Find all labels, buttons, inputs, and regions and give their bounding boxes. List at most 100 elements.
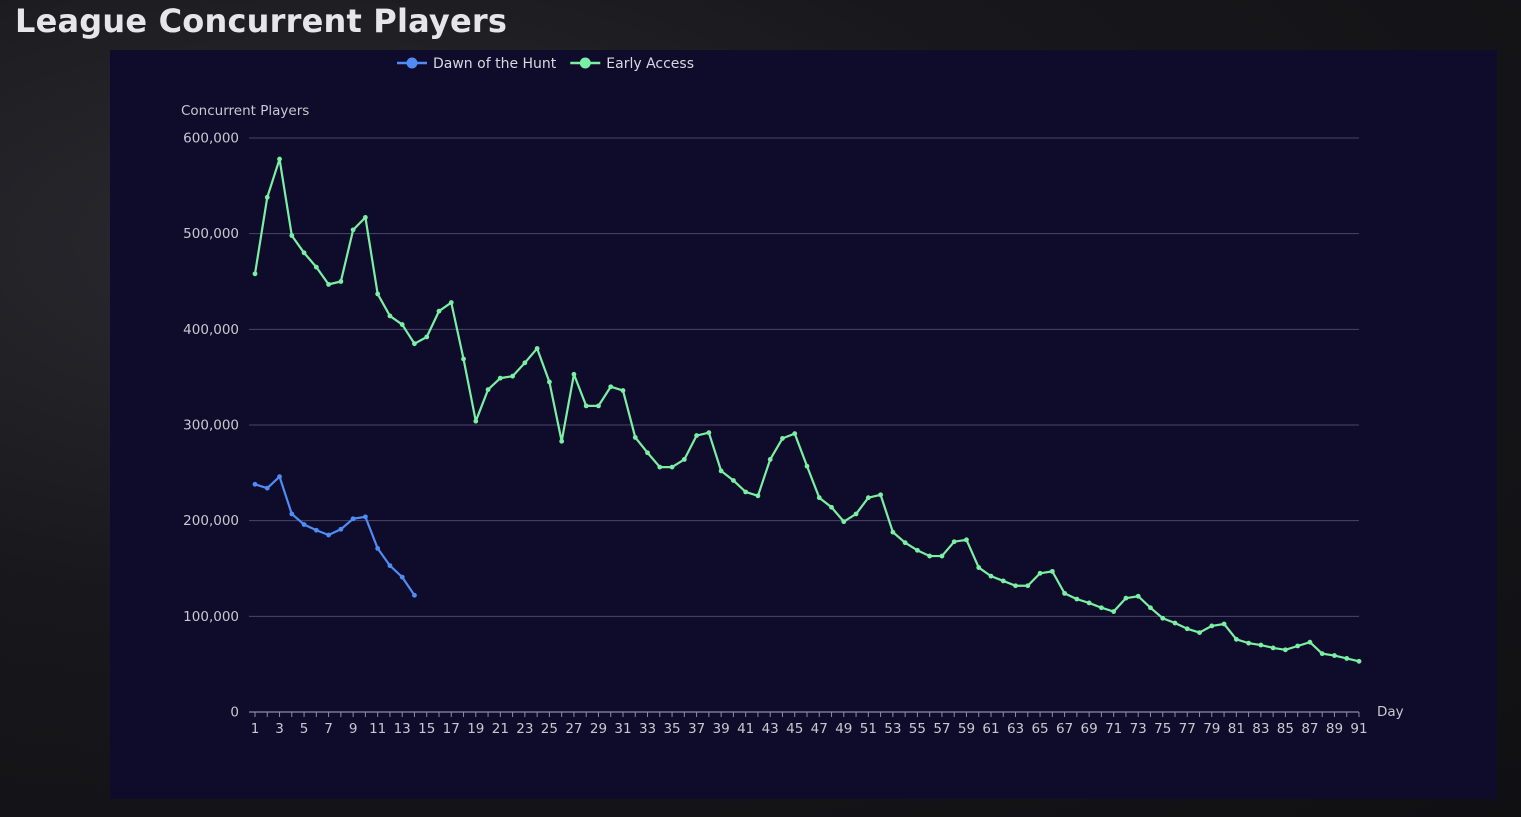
data-point-early-access[interactable] bbox=[743, 489, 749, 495]
data-point-dawn-of-the-hunt[interactable] bbox=[252, 481, 258, 487]
data-point-early-access[interactable] bbox=[1233, 636, 1239, 642]
data-point-early-access[interactable] bbox=[571, 371, 577, 377]
data-point-early-access[interactable] bbox=[645, 450, 650, 456]
data-point-dawn-of-the-hunt[interactable] bbox=[363, 514, 368, 520]
data-point-early-access[interactable] bbox=[399, 322, 405, 327]
data-point-early-access[interactable] bbox=[1344, 656, 1350, 661]
data-point-early-access[interactable] bbox=[1172, 620, 1178, 626]
data-point-early-access[interactable] bbox=[841, 519, 847, 525]
data-point-early-access[interactable] bbox=[681, 457, 687, 462]
data-point-early-access[interactable] bbox=[694, 433, 699, 438]
data-point-early-access[interactable] bbox=[902, 540, 908, 546]
data-point-early-access[interactable] bbox=[804, 463, 810, 469]
data-point-early-access[interactable] bbox=[1049, 568, 1055, 574]
data-point-early-access[interactable] bbox=[412, 341, 417, 347]
data-point-early-access[interactable] bbox=[1270, 645, 1276, 651]
data-point-early-access[interactable] bbox=[1246, 640, 1251, 646]
data-point-early-access[interactable] bbox=[878, 492, 883, 498]
data-point-early-access[interactable] bbox=[1356, 658, 1362, 664]
data-point-early-access[interactable] bbox=[731, 478, 736, 483]
data-point-early-access[interactable] bbox=[1160, 615, 1166, 621]
data-point-dawn-of-the-hunt[interactable] bbox=[301, 522, 307, 527]
data-point-early-access[interactable] bbox=[264, 194, 270, 200]
data-point-early-access[interactable] bbox=[632, 435, 638, 440]
data-point-early-access[interactable] bbox=[436, 308, 442, 314]
data-point-early-access[interactable] bbox=[448, 300, 454, 305]
data-point-early-access[interactable] bbox=[1307, 639, 1313, 645]
data-point-early-access[interactable] bbox=[252, 271, 258, 277]
data-point-early-access[interactable] bbox=[792, 431, 798, 437]
data-point-dawn-of-the-hunt[interactable] bbox=[399, 574, 405, 580]
data-point-early-access[interactable] bbox=[927, 553, 933, 559]
data-point-early-access[interactable] bbox=[865, 495, 871, 501]
data-point-early-access[interactable] bbox=[1135, 593, 1141, 599]
data-point-early-access[interactable] bbox=[755, 493, 761, 499]
data-point-dawn-of-the-hunt[interactable] bbox=[313, 527, 319, 533]
data-point-dawn-of-the-hunt[interactable] bbox=[289, 511, 295, 517]
data-point-dawn-of-the-hunt[interactable] bbox=[326, 532, 331, 538]
data-point-early-access[interactable] bbox=[461, 356, 466, 362]
data-point-early-access[interactable] bbox=[706, 430, 712, 436]
data-point-dawn-of-the-hunt[interactable] bbox=[387, 563, 393, 569]
data-point-early-access[interactable] bbox=[1332, 653, 1337, 658]
data-point-early-access[interactable] bbox=[1184, 626, 1190, 632]
data-point-early-access[interactable] bbox=[289, 233, 295, 238]
data-point-early-access[interactable] bbox=[547, 379, 552, 385]
data-point-early-access[interactable] bbox=[1111, 609, 1117, 614]
data-point-dawn-of-the-hunt[interactable] bbox=[412, 592, 417, 598]
data-point-early-access[interactable] bbox=[387, 313, 393, 319]
data-point-early-access[interactable] bbox=[669, 464, 675, 470]
data-point-dawn-of-the-hunt[interactable] bbox=[375, 546, 381, 551]
data-point-early-access[interactable] bbox=[534, 346, 540, 351]
data-point-early-access[interactable] bbox=[988, 573, 994, 579]
data-point-early-access[interactable] bbox=[583, 403, 589, 409]
data-point-early-access[interactable] bbox=[964, 537, 969, 543]
legend-item-early-access[interactable]: Early Access bbox=[570, 56, 694, 72]
data-point-dawn-of-the-hunt[interactable] bbox=[350, 516, 356, 522]
data-point-early-access[interactable] bbox=[1062, 590, 1067, 596]
data-point-early-access[interactable] bbox=[1197, 630, 1202, 635]
data-point-early-access[interactable] bbox=[976, 565, 982, 570]
data-point-early-access[interactable] bbox=[1221, 621, 1227, 627]
data-point-dawn-of-the-hunt[interactable] bbox=[277, 474, 282, 480]
data-point-early-access[interactable] bbox=[350, 227, 356, 233]
data-point-early-access[interactable] bbox=[497, 375, 503, 381]
data-point-early-access[interactable] bbox=[853, 511, 859, 517]
data-point-early-access[interactable] bbox=[313, 264, 319, 270]
data-point-early-access[interactable] bbox=[1037, 570, 1043, 576]
data-point-early-access[interactable] bbox=[1025, 583, 1031, 589]
data-point-early-access[interactable] bbox=[1283, 647, 1288, 653]
data-point-early-access[interactable] bbox=[718, 468, 724, 474]
data-point-early-access[interactable] bbox=[1319, 651, 1325, 657]
data-point-early-access[interactable] bbox=[780, 435, 785, 441]
data-point-early-access[interactable] bbox=[620, 388, 626, 393]
data-point-early-access[interactable] bbox=[1123, 595, 1129, 601]
data-point-early-access[interactable] bbox=[890, 529, 896, 535]
data-point-early-access[interactable] bbox=[1258, 642, 1264, 648]
data-point-dawn-of-the-hunt[interactable] bbox=[264, 485, 270, 491]
data-point-early-access[interactable] bbox=[485, 387, 491, 393]
data-point-early-access[interactable] bbox=[1086, 600, 1092, 606]
data-point-early-access[interactable] bbox=[1013, 583, 1018, 589]
data-point-early-access[interactable] bbox=[767, 457, 773, 462]
data-point-early-access[interactable] bbox=[559, 438, 565, 444]
data-point-early-access[interactable] bbox=[1209, 623, 1215, 629]
data-point-early-access[interactable] bbox=[829, 504, 834, 510]
data-point-early-access[interactable] bbox=[424, 334, 430, 340]
data-point-early-access[interactable] bbox=[510, 373, 515, 379]
legend[interactable]: Dawn of the Hunt Early Access bbox=[397, 56, 694, 72]
data-point-early-access[interactable] bbox=[1295, 643, 1301, 649]
data-point-early-access[interactable] bbox=[657, 464, 663, 470]
data-point-early-access[interactable] bbox=[1000, 578, 1006, 584]
data-point-early-access[interactable] bbox=[522, 360, 528, 366]
data-point-early-access[interactable] bbox=[608, 384, 614, 390]
data-point-early-access[interactable] bbox=[915, 547, 920, 553]
data-point-early-access[interactable] bbox=[939, 553, 945, 559]
data-point-early-access[interactable] bbox=[1148, 605, 1153, 611]
data-point-early-access[interactable] bbox=[473, 418, 479, 424]
data-point-early-access[interactable] bbox=[1074, 596, 1080, 602]
data-point-early-access[interactable] bbox=[301, 250, 307, 256]
data-point-early-access[interactable] bbox=[1099, 605, 1104, 611]
data-point-dawn-of-the-hunt[interactable] bbox=[338, 526, 344, 532]
data-point-early-access[interactable] bbox=[816, 495, 822, 501]
